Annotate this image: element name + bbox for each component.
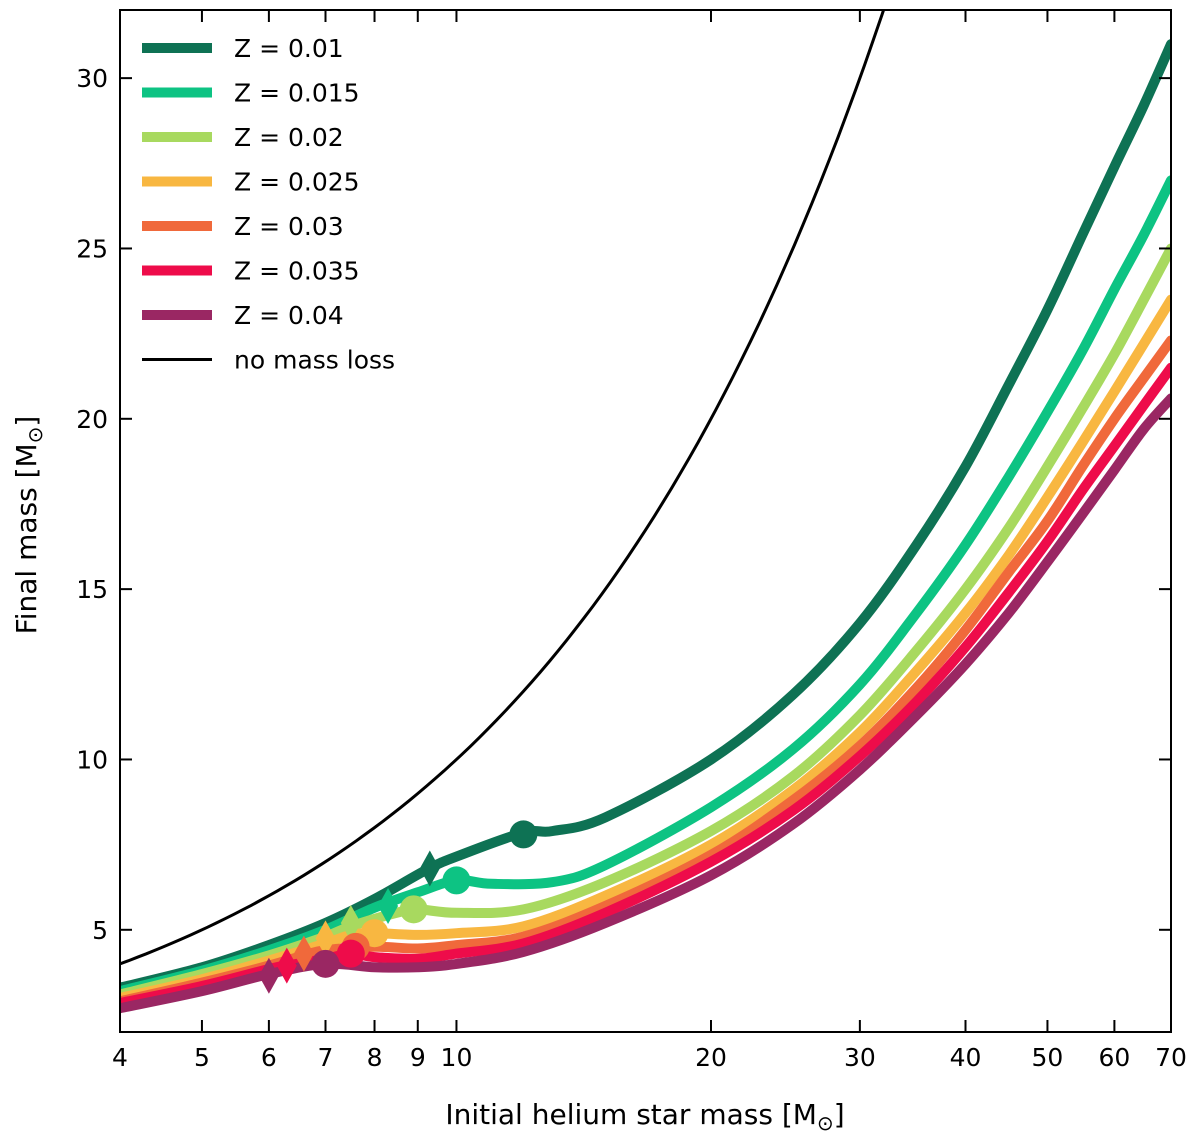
- series-3-circle-marker: [399, 895, 428, 924]
- series-line-3: [120, 243, 1171, 1000]
- series-6-circle-marker: [336, 939, 365, 968]
- x-tick-label: 5: [194, 1043, 210, 1072]
- series-2-diamond-marker: [378, 887, 399, 924]
- legend-label-5: Z = 0.03: [234, 212, 344, 241]
- plot-frame: [119, 9, 1172, 1033]
- y-tick-label: 10: [76, 745, 108, 774]
- x-tick-label: 30: [844, 1043, 876, 1072]
- legend-label-2: Z = 0.015: [234, 79, 360, 108]
- plot-content: [120, 10, 1171, 1014]
- series-line-7: [120, 393, 1171, 1014]
- legend-label-reference: no mass loss: [234, 346, 395, 375]
- y-tick-label: 20: [76, 405, 108, 434]
- series-4-diamond-marker: [315, 920, 336, 957]
- series-1-circle-marker: [509, 820, 538, 849]
- series-1-diamond-marker: [419, 850, 440, 887]
- legend: Z = 0.01 Z = 0.015 Z = 0.02 Z = 0.025 Z = 0.…: [142, 34, 395, 375]
- legend-label-3: Z = 0.02: [234, 123, 344, 152]
- x-axis-label: Initial helium star mass [M⊙]: [445, 1098, 844, 1135]
- x-tick-label: 9: [410, 1043, 426, 1072]
- x-tick-label: 7: [318, 1043, 334, 1072]
- x-axis: 4 5 6 7 8 9 10 20 30 40 50 60 70: [112, 10, 1187, 1072]
- x-tick-label: 10: [441, 1043, 473, 1072]
- y-tick-label: 25: [76, 234, 108, 263]
- x-tick-label: 70: [1155, 1043, 1187, 1072]
- series-2-circle-marker: [442, 866, 471, 895]
- x-tick-label: 8: [367, 1043, 383, 1072]
- legend-label-4: Z = 0.025: [234, 168, 360, 197]
- series-7-diamond-marker: [258, 957, 279, 994]
- reference-line: [120, 10, 886, 966]
- x-tick-label: 6: [261, 1043, 277, 1072]
- x-tick-label: 4: [112, 1043, 128, 1072]
- y-tick-label: 15: [76, 575, 108, 604]
- legend-label-1: Z = 0.01: [234, 34, 344, 63]
- y-tick-label: 30: [76, 64, 108, 93]
- series-6-diamond-marker: [276, 947, 297, 984]
- y-tick-label: 5: [92, 916, 108, 945]
- y-axis-label: Final mass [M⊙]: [10, 416, 47, 635]
- legend-label-6: Z = 0.035: [234, 257, 360, 286]
- x-tick-label: 50: [1032, 1043, 1064, 1072]
- x-tick-label: 40: [950, 1043, 982, 1072]
- series-5-diamond-marker: [293, 935, 314, 972]
- series-7-circle-marker: [311, 949, 340, 978]
- x-tick-label: 60: [1098, 1043, 1130, 1072]
- x-tick-label: 20: [695, 1043, 727, 1072]
- y-axis: 5 10 15 20 25 30: [76, 64, 1171, 945]
- legend-label-7: Z = 0.04: [234, 301, 344, 330]
- series-3-diamond-marker: [340, 904, 361, 941]
- series-line-4: [120, 294, 1171, 1003]
